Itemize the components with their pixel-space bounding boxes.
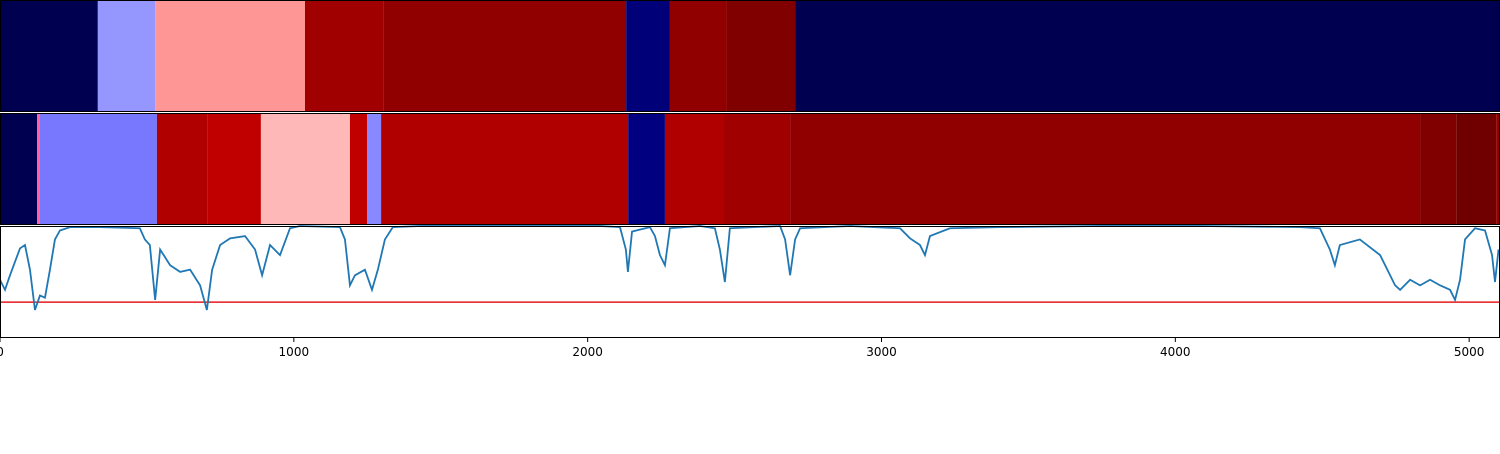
x-tick-label: 5000 bbox=[1454, 345, 1485, 359]
segment bbox=[1496, 113, 1500, 225]
segment bbox=[155, 0, 305, 112]
segment bbox=[37, 113, 40, 225]
segment bbox=[790, 113, 1421, 225]
x-tick-label: 1000 bbox=[279, 345, 310, 359]
panel-frame bbox=[0, 226, 1500, 338]
data-line bbox=[0, 225, 1500, 311]
segment bbox=[0, 0, 98, 112]
segment bbox=[260, 113, 350, 225]
segment bbox=[207, 113, 261, 225]
x-tick-label: 3000 bbox=[866, 345, 897, 359]
x-tick-label: 2000 bbox=[572, 345, 603, 359]
segment bbox=[669, 0, 727, 112]
segment bbox=[628, 113, 665, 225]
segment bbox=[304, 0, 384, 112]
segment bbox=[626, 0, 670, 112]
segment bbox=[366, 113, 382, 225]
x-tick-label: 4000 bbox=[1160, 345, 1191, 359]
segment bbox=[795, 0, 1500, 112]
segment bbox=[664, 113, 724, 225]
segment bbox=[1420, 113, 1457, 225]
segment bbox=[97, 0, 156, 112]
segment bbox=[723, 113, 791, 225]
segment bbox=[156, 113, 208, 225]
segment bbox=[381, 113, 629, 225]
segment bbox=[383, 0, 627, 112]
segment bbox=[726, 0, 796, 112]
segment bbox=[39, 113, 157, 225]
x-tick-label: 0 bbox=[0, 345, 4, 359]
segment bbox=[1456, 113, 1497, 225]
segment bbox=[0, 113, 38, 225]
segment bbox=[349, 113, 367, 225]
